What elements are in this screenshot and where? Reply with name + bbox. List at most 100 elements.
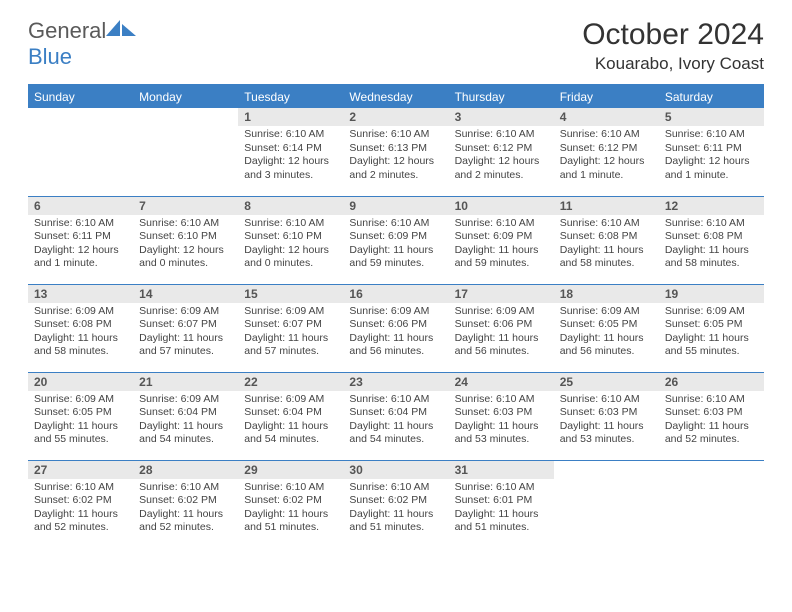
day-detail: Sunrise: 6:09 AMSunset: 6:05 PMDaylight:… bbox=[28, 391, 133, 452]
sunset-text: Sunset: 6:04 PM bbox=[244, 406, 337, 420]
sunset-text: Sunset: 6:02 PM bbox=[244, 494, 337, 508]
sunrise-text: Sunrise: 6:09 AM bbox=[244, 305, 337, 319]
sunset-text: Sunset: 6:13 PM bbox=[349, 142, 442, 156]
sunrise-text: Sunrise: 6:09 AM bbox=[455, 305, 548, 319]
day-header: Saturday bbox=[659, 86, 764, 108]
sunrise-text: Sunrise: 6:10 AM bbox=[455, 217, 548, 231]
day-number: 6 bbox=[28, 197, 133, 215]
day-number: 23 bbox=[343, 373, 448, 391]
sunset-text: Sunset: 6:05 PM bbox=[560, 318, 653, 332]
sunrise-text: Sunrise: 6:09 AM bbox=[244, 393, 337, 407]
day-number: 28 bbox=[133, 461, 238, 479]
calendar-week: 27Sunrise: 6:10 AMSunset: 6:02 PMDayligh… bbox=[28, 460, 764, 548]
daylight-text: Daylight: 12 hours and 1 minute. bbox=[560, 155, 653, 182]
title-block: October 2024 Kouarabo, Ivory Coast bbox=[582, 18, 764, 74]
daylight-text: Daylight: 11 hours and 52 minutes. bbox=[139, 508, 232, 535]
sunset-text: Sunset: 6:01 PM bbox=[455, 494, 548, 508]
day-number: 24 bbox=[449, 373, 554, 391]
calendar-cell: 8Sunrise: 6:10 AMSunset: 6:10 PMDaylight… bbox=[238, 196, 343, 284]
day-number: 19 bbox=[659, 285, 764, 303]
sunrise-text: Sunrise: 6:10 AM bbox=[455, 481, 548, 495]
calendar-cell: 13Sunrise: 6:09 AMSunset: 6:08 PMDayligh… bbox=[28, 284, 133, 372]
day-detail: Sunrise: 6:10 AMSunset: 6:03 PMDaylight:… bbox=[449, 391, 554, 452]
sunset-text: Sunset: 6:09 PM bbox=[455, 230, 548, 244]
calendar-cell: 12Sunrise: 6:10 AMSunset: 6:08 PMDayligh… bbox=[659, 196, 764, 284]
day-number: 14 bbox=[133, 285, 238, 303]
calendar-cell: 5Sunrise: 6:10 AMSunset: 6:11 PMDaylight… bbox=[659, 108, 764, 196]
daylight-text: Daylight: 12 hours and 2 minutes. bbox=[349, 155, 442, 182]
daylight-text: Daylight: 12 hours and 0 minutes. bbox=[244, 244, 337, 271]
day-detail: Sunrise: 6:09 AMSunset: 6:07 PMDaylight:… bbox=[238, 303, 343, 364]
daylight-text: Daylight: 11 hours and 57 minutes. bbox=[139, 332, 232, 359]
calendar-week: ..1Sunrise: 6:10 AMSunset: 6:14 PMDaylig… bbox=[28, 108, 764, 196]
daylight-text: Daylight: 12 hours and 3 minutes. bbox=[244, 155, 337, 182]
sunrise-text: Sunrise: 6:10 AM bbox=[455, 128, 548, 142]
calendar-cell: 25Sunrise: 6:10 AMSunset: 6:03 PMDayligh… bbox=[554, 372, 659, 460]
sunset-text: Sunset: 6:02 PM bbox=[349, 494, 442, 508]
calendar-cell: 9Sunrise: 6:10 AMSunset: 6:09 PMDaylight… bbox=[343, 196, 448, 284]
day-detail: Sunrise: 6:10 AMSunset: 6:10 PMDaylight:… bbox=[238, 215, 343, 276]
day-number: 22 bbox=[238, 373, 343, 391]
day-detail: Sunrise: 6:09 AMSunset: 6:04 PMDaylight:… bbox=[238, 391, 343, 452]
daylight-text: Daylight: 11 hours and 53 minutes. bbox=[560, 420, 653, 447]
day-detail: Sunrise: 6:10 AMSunset: 6:09 PMDaylight:… bbox=[343, 215, 448, 276]
logo-text: General Blue bbox=[28, 18, 140, 70]
sunrise-text: Sunrise: 6:10 AM bbox=[244, 128, 337, 142]
calendar-cell: 22Sunrise: 6:09 AMSunset: 6:04 PMDayligh… bbox=[238, 372, 343, 460]
day-number: 2 bbox=[343, 108, 448, 126]
daylight-text: Daylight: 11 hours and 54 minutes. bbox=[139, 420, 232, 447]
day-number: 26 bbox=[659, 373, 764, 391]
calendar-cell: 4Sunrise: 6:10 AMSunset: 6:12 PMDaylight… bbox=[554, 108, 659, 196]
calendar-cell: 23Sunrise: 6:10 AMSunset: 6:04 PMDayligh… bbox=[343, 372, 448, 460]
daylight-text: Daylight: 11 hours and 55 minutes. bbox=[665, 332, 758, 359]
calendar-cell: 29Sunrise: 6:10 AMSunset: 6:02 PMDayligh… bbox=[238, 460, 343, 548]
day-detail: Sunrise: 6:09 AMSunset: 6:06 PMDaylight:… bbox=[343, 303, 448, 364]
day-number: 11 bbox=[554, 197, 659, 215]
day-detail: Sunrise: 6:10 AMSunset: 6:10 PMDaylight:… bbox=[133, 215, 238, 276]
day-number: 3 bbox=[449, 108, 554, 126]
calendar-cell: 21Sunrise: 6:09 AMSunset: 6:04 PMDayligh… bbox=[133, 372, 238, 460]
day-detail: Sunrise: 6:10 AMSunset: 6:13 PMDaylight:… bbox=[343, 126, 448, 187]
day-number: 16 bbox=[343, 285, 448, 303]
sunset-text: Sunset: 6:03 PM bbox=[560, 406, 653, 420]
day-number: 10 bbox=[449, 197, 554, 215]
daylight-text: Daylight: 12 hours and 2 minutes. bbox=[455, 155, 548, 182]
day-number: 8 bbox=[238, 197, 343, 215]
sunrise-text: Sunrise: 6:10 AM bbox=[560, 393, 653, 407]
calendar-cell: 20Sunrise: 6:09 AMSunset: 6:05 PMDayligh… bbox=[28, 372, 133, 460]
day-detail: Sunrise: 6:10 AMSunset: 6:03 PMDaylight:… bbox=[554, 391, 659, 452]
calendar-week: 6Sunrise: 6:10 AMSunset: 6:11 PMDaylight… bbox=[28, 196, 764, 284]
sunrise-text: Sunrise: 6:10 AM bbox=[34, 481, 127, 495]
sunrise-text: Sunrise: 6:10 AM bbox=[560, 217, 653, 231]
calendar-cell: 28Sunrise: 6:10 AMSunset: 6:02 PMDayligh… bbox=[133, 460, 238, 548]
daylight-text: Daylight: 11 hours and 55 minutes. bbox=[34, 420, 127, 447]
logo-sail-icon bbox=[106, 18, 140, 38]
daylight-text: Daylight: 11 hours and 54 minutes. bbox=[349, 420, 442, 447]
calendar-cell: 19Sunrise: 6:09 AMSunset: 6:05 PMDayligh… bbox=[659, 284, 764, 372]
day-number: 17 bbox=[449, 285, 554, 303]
calendar-cell: . bbox=[659, 460, 764, 548]
daylight-text: Daylight: 11 hours and 54 minutes. bbox=[244, 420, 337, 447]
day-number: 13 bbox=[28, 285, 133, 303]
sunrise-text: Sunrise: 6:10 AM bbox=[665, 128, 758, 142]
sunset-text: Sunset: 6:02 PM bbox=[139, 494, 232, 508]
location-label: Kouarabo, Ivory Coast bbox=[582, 54, 764, 74]
sunset-text: Sunset: 6:08 PM bbox=[34, 318, 127, 332]
daylight-text: Daylight: 11 hours and 58 minutes. bbox=[665, 244, 758, 271]
day-detail: Sunrise: 6:10 AMSunset: 6:11 PMDaylight:… bbox=[28, 215, 133, 276]
sunset-text: Sunset: 6:11 PM bbox=[665, 142, 758, 156]
logo-word-general: General bbox=[28, 18, 106, 43]
calendar-cell: 2Sunrise: 6:10 AMSunset: 6:13 PMDaylight… bbox=[343, 108, 448, 196]
day-header: Wednesday bbox=[343, 86, 448, 108]
sunrise-text: Sunrise: 6:09 AM bbox=[560, 305, 653, 319]
sunrise-text: Sunrise: 6:09 AM bbox=[139, 393, 232, 407]
header: General Blue October 2024 Kouarabo, Ivor… bbox=[28, 18, 764, 74]
day-number: 12 bbox=[659, 197, 764, 215]
sunrise-text: Sunrise: 6:10 AM bbox=[34, 217, 127, 231]
daylight-text: Daylight: 11 hours and 56 minutes. bbox=[349, 332, 442, 359]
calendar-cell: 6Sunrise: 6:10 AMSunset: 6:11 PMDaylight… bbox=[28, 196, 133, 284]
daylight-text: Daylight: 11 hours and 58 minutes. bbox=[34, 332, 127, 359]
sunrise-text: Sunrise: 6:10 AM bbox=[665, 393, 758, 407]
day-detail: Sunrise: 6:10 AMSunset: 6:09 PMDaylight:… bbox=[449, 215, 554, 276]
calendar-cell: 30Sunrise: 6:10 AMSunset: 6:02 PMDayligh… bbox=[343, 460, 448, 548]
